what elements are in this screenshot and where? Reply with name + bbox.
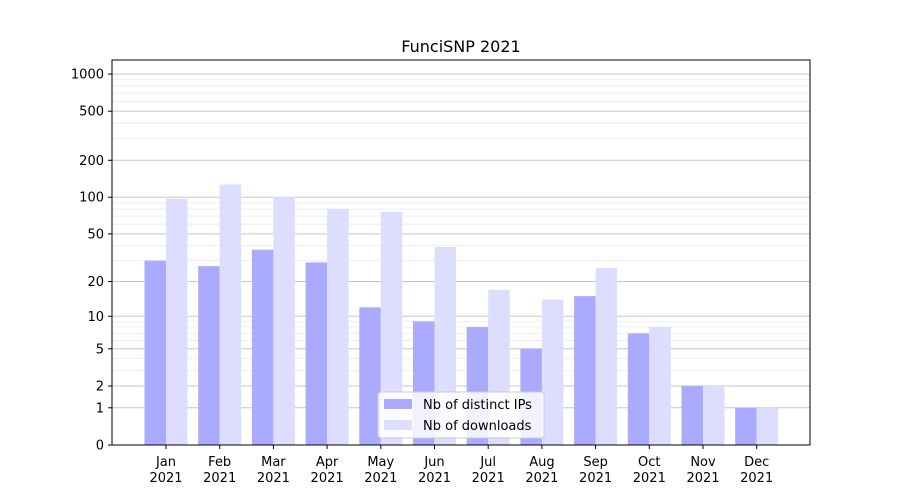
legend-swatch xyxy=(384,420,412,430)
bar-distinct-ips xyxy=(198,266,220,445)
y-tick-label: 0 xyxy=(96,439,104,454)
x-tick-label: Jun 2021 xyxy=(418,455,451,486)
bar-downloads xyxy=(327,209,349,445)
legend-box xyxy=(377,391,545,439)
bars xyxy=(144,184,779,446)
chart-title: FunciSNP 2021 xyxy=(401,37,520,56)
bar-distinct-ips xyxy=(627,333,650,445)
y-tick-label: 1 xyxy=(96,401,104,416)
x-tick-label: Jan 2021 xyxy=(149,455,182,486)
y-tick-label: 50 xyxy=(87,227,104,242)
x-tick-label: May 2021 xyxy=(364,455,397,486)
bar-downloads xyxy=(166,198,188,445)
bar-downloads xyxy=(541,299,564,445)
x-tick-label: Sep 2021 xyxy=(579,455,612,486)
y-tick-label: 200 xyxy=(79,154,104,169)
bar-downloads xyxy=(380,211,403,445)
y-tick-label: 500 xyxy=(79,105,104,120)
y-tick-label: 5 xyxy=(96,342,104,357)
legend-entry-label: Nb of downloads xyxy=(423,419,532,434)
bar-distinct-ips xyxy=(681,386,703,445)
y-tick-label: 2 xyxy=(96,380,104,395)
y-axis: 0 1 2 5 10 20 50 100 200 500 1000 xyxy=(71,68,112,454)
x-tick-label: Feb 2021 xyxy=(203,455,236,486)
x-tick-label: Apr 2021 xyxy=(311,455,344,486)
bar-distinct-ips xyxy=(305,262,328,445)
x-tick-label: Oct 2021 xyxy=(633,455,666,486)
bar-distinct-ips xyxy=(574,296,596,445)
legend-swatch xyxy=(384,399,412,409)
x-tick-label: Aug 2021 xyxy=(525,455,558,486)
bar-distinct-ips xyxy=(144,260,166,445)
y-tick-label: 20 xyxy=(87,275,104,290)
bar-downloads xyxy=(219,184,242,446)
bar-downloads xyxy=(273,196,295,445)
bar-downloads xyxy=(649,327,671,445)
bar-downloads xyxy=(595,268,618,445)
x-tick-label: Jul 2021 xyxy=(472,455,505,486)
bar-downloads xyxy=(756,407,779,445)
x-tick-label: Mar 2021 xyxy=(257,455,290,486)
plot-frame xyxy=(111,59,811,446)
bar-downloads xyxy=(703,386,725,445)
y-tick-label: 10 xyxy=(87,310,104,325)
bar-distinct-ips xyxy=(735,407,757,445)
bar-distinct-ips xyxy=(359,307,381,445)
y-tick-label: 100 xyxy=(79,191,104,206)
legend: Nb of distinct IPs Nb of downloads xyxy=(377,391,545,439)
x-tick-label: Dec 2021 xyxy=(740,455,773,486)
x-axis: Jan 2021 Feb 2021 Mar 2021 Apr 2021 May 2021 Jun 20… xyxy=(149,445,773,486)
x-tick-label: Nov 2021 xyxy=(686,455,719,486)
y-tick-label: 1000 xyxy=(71,68,104,83)
legend-entry-label: Nb of distinct IPs xyxy=(423,398,532,413)
bar-distinct-ips xyxy=(251,249,274,445)
